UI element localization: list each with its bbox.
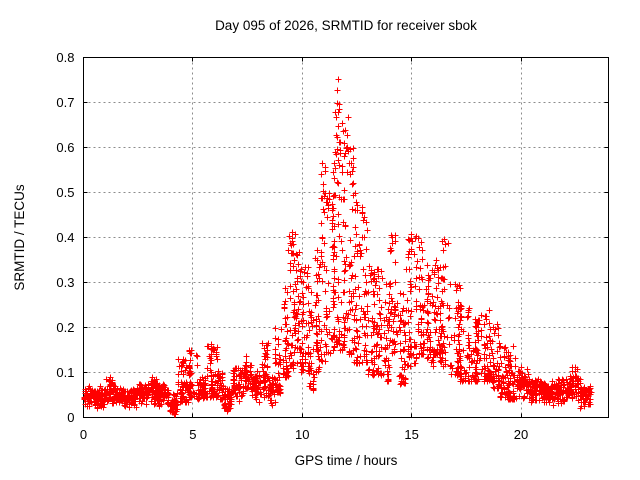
chart-title: Day 095 of 2026, SRMTID for receiver sbo… [215,18,477,33]
y-tick-label: 0.7 [56,95,74,110]
y-tick-label: 0.5 [56,185,74,200]
y-tick-label: 0.8 [56,50,74,65]
y-tick-label: 0.4 [56,230,74,245]
y-tick-label: 0.6 [56,140,74,155]
y-tick-label: 0.3 [56,275,74,290]
x-tick-label: 20 [514,427,528,442]
y-tick-label: 0.2 [56,320,74,335]
x-tick-label: 10 [295,427,309,442]
x-tick-label: 15 [404,427,418,442]
scatter-points [81,76,595,418]
y-tick-label: 0 [67,410,74,425]
y-tick-label: 0.1 [56,365,74,380]
tick-labels: 0 0.1 0.2 0.3 0.4 0.5 0.6 0.7 0.8 0 5 10 15 20 [56,50,528,442]
axis-ticks [83,57,609,418]
x-tick-label: 5 [189,427,196,442]
grid-lines [83,57,609,418]
x-tick-label: 0 [80,427,87,442]
x-axis-label: GPS time / hours [294,453,398,468]
